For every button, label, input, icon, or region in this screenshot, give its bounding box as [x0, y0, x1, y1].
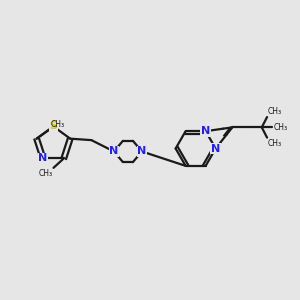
Text: CH₃: CH₃	[38, 169, 52, 178]
Text: S: S	[50, 122, 57, 131]
Text: CH₃: CH₃	[268, 139, 282, 148]
Text: N: N	[38, 153, 48, 164]
Text: N: N	[201, 126, 210, 136]
Text: N: N	[109, 146, 119, 157]
Text: CH₃: CH₃	[274, 123, 288, 132]
Text: N: N	[137, 146, 146, 157]
Text: CH₃: CH₃	[50, 120, 64, 129]
Text: CH₃: CH₃	[268, 107, 282, 116]
Text: N: N	[211, 143, 220, 154]
